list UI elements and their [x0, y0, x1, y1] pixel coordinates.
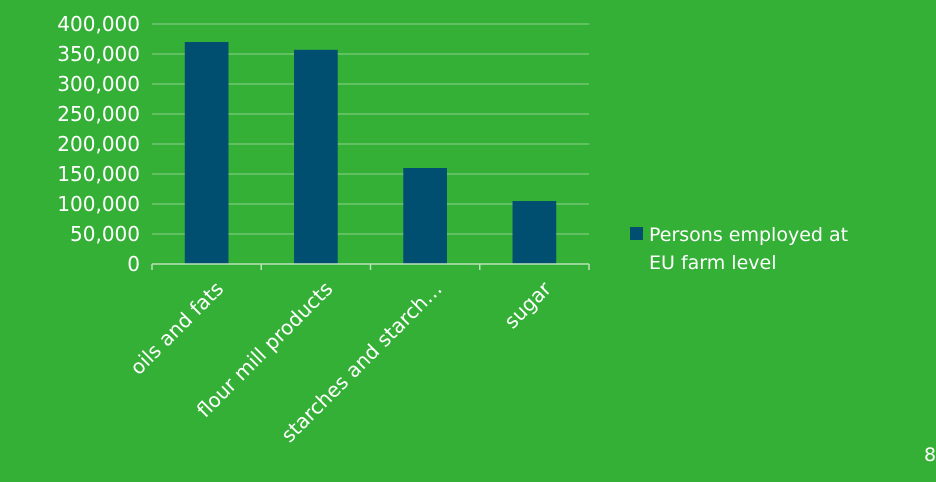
y-tick-label: 250,000: [57, 102, 140, 126]
y-tick-label: 150,000: [57, 162, 140, 186]
y-tick-label: 100,000: [57, 192, 140, 216]
bar: [184, 42, 229, 264]
bar: [403, 168, 447, 264]
y-tick-label: 400,000: [57, 12, 140, 36]
x-tick-label: sugar: [499, 276, 556, 333]
legend-label-line1: Persons employed at: [649, 224, 849, 246]
legend: Persons employed at EU farm level: [630, 221, 936, 277]
bar: [294, 49, 338, 264]
y-tick-labels: 0 50,000 100,000 150,000 200,000 250,000 300,0…: [57, 12, 140, 276]
y-tick-label: 200,000: [57, 132, 140, 156]
y-tick-label: 0: [127, 252, 140, 276]
legend-swatch: [630, 227, 643, 240]
axes: [151, 263, 590, 270]
y-tick-label: 300,000: [57, 72, 140, 96]
y-tick-label: 350,000: [57, 42, 140, 66]
x-tick-label: oils and fats: [125, 277, 228, 380]
y-tick-label: 50,000: [70, 222, 140, 246]
bar: [512, 201, 557, 264]
page-number: 8: [924, 444, 936, 466]
legend-label-line2: EU farm level: [649, 252, 777, 274]
legend-entry: Persons employed at: [630, 221, 936, 249]
bars: [184, 42, 557, 264]
